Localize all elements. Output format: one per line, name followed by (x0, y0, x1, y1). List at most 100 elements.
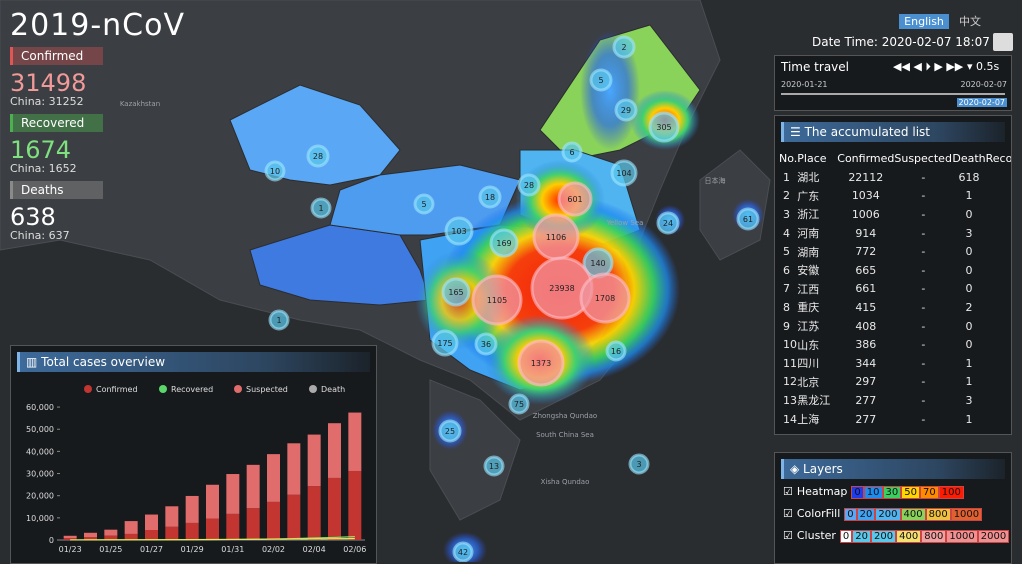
table-cell: 14 (783, 412, 797, 426)
table-row[interactable]: 10 山东 386 - 0 (779, 335, 1011, 354)
cluster (471, 274, 523, 326)
cluster-label: 6 (569, 148, 574, 157)
y-tick-label: 40,000 (26, 447, 54, 456)
layers-panel: ◈ Layers ☑ Heatmap 0 10 30 50 70 100 ☑ ColorFill 0… (774, 452, 1012, 564)
legend-marker (309, 385, 317, 393)
legend-label: Death (321, 385, 345, 394)
cluster-label: 42 (458, 548, 468, 557)
cluster (605, 340, 627, 362)
cluster-label: 1373 (531, 359, 551, 368)
datetime-label: Date Time: (812, 35, 878, 49)
layer-row[interactable]: ☑ Cluster 0 20 200 400 800 1000 2000 (783, 529, 1011, 543)
table-row[interactable]: 8 重庆 415 - 2 (779, 298, 1011, 317)
table-cell: 江西 (797, 282, 820, 296)
column-header: Place (797, 151, 827, 165)
y-tick-label: 30,000 (26, 470, 54, 479)
checkbox: ☑ (783, 529, 793, 542)
table-row[interactable]: 12 北京 297 - 1 (779, 373, 1011, 392)
cluster-label: 2 (621, 43, 626, 52)
table-row[interactable]: 2 广东 1034 - 1 (779, 187, 1011, 206)
table-cell: 386 (855, 338, 877, 352)
refresh-button[interactable] (993, 33, 1013, 51)
legend-step: 100 (938, 486, 964, 499)
table-cell: 344 (855, 356, 877, 370)
cluster-label: 18 (485, 193, 495, 202)
table-cell: 3 (783, 207, 790, 221)
y-tick-label: 50,000 (26, 425, 54, 434)
x-tick-label: 01/27 (140, 545, 163, 554)
stat-china: China: 1652 (10, 162, 77, 175)
table-row[interactable]: 5 湖南 772 - 01 (779, 242, 1011, 261)
legend-step: 800 (925, 508, 951, 521)
cluster (441, 277, 471, 307)
table-cell: 665 (855, 263, 877, 277)
table-cell: 661 (855, 282, 877, 296)
table-cell: 安徽 (797, 264, 820, 278)
legend-step: 30 (882, 486, 902, 499)
table-cell: - (921, 226, 926, 240)
table-row[interactable]: 1 湖北 22112 - 618 8 (779, 168, 1011, 187)
list-table: No.Place ConfirmedSuspectedDeathRecovered… (779, 148, 1011, 428)
table-cell: - (921, 263, 926, 277)
bar-segment (226, 474, 240, 514)
cluster-label: 601 (567, 195, 582, 204)
cluster-label: 175 (437, 339, 452, 348)
bar-segment (185, 495, 199, 523)
x-tick-label: 01/25 (99, 545, 122, 554)
table-row[interactable]: 9 江苏 408 - 0 (779, 317, 1011, 336)
bar-segment (246, 464, 260, 509)
table-cell: 9 (783, 319, 790, 333)
bar-segment (328, 423, 341, 478)
legend-step: 400 (896, 530, 922, 543)
speed[interactable]: ▾ 0.5s (967, 60, 1000, 73)
table-row[interactable]: 13 黑龙江 277 - 3 (779, 391, 1011, 410)
cluster-label: 61 (743, 215, 753, 224)
table-row[interactable]: 7 江西 661 - 0 (779, 280, 1011, 299)
cluster-label: 29 (621, 106, 631, 115)
cluster (489, 228, 519, 258)
cluster-label: 36 (481, 340, 491, 349)
table-cell: 北京 (797, 375, 820, 389)
lang-button[interactable]: English (899, 14, 949, 29)
place-name: 日本海 (705, 176, 726, 185)
cluster (612, 35, 636, 59)
cluster-label: 28 (313, 152, 323, 161)
bar-segment (165, 506, 179, 527)
layer-row[interactable]: ☑ ColorFill 0 20 200 400 800 1000 (783, 507, 1011, 521)
table-cell: 湖南 (797, 245, 820, 259)
table-cell: 1 (965, 356, 973, 370)
layer-row[interactable]: ☑ Heatmap 0 10 30 50 70 100 (783, 485, 1011, 499)
table-cell: 1 (986, 205, 1011, 224)
cluster (310, 197, 332, 219)
time-travel-title: Time travel (781, 60, 849, 74)
chart-title: Total cases overview (41, 355, 166, 369)
cluster-label: 3 (636, 460, 641, 469)
cluster-label: 1 (318, 204, 323, 213)
table-row[interactable]: 4 河南 914 - 3 (779, 224, 1011, 243)
layers-title: Layers (803, 462, 843, 476)
bar-segment (348, 470, 362, 540)
table-cell: - (921, 170, 926, 184)
datetime: Date Time: 2020-02-07 18:07 (812, 35, 990, 49)
cluster (628, 453, 650, 475)
line (70, 537, 355, 541)
cluster-label: 1106 (546, 233, 566, 242)
table-cell: 浙江 (797, 208, 820, 222)
slider-track[interactable] (781, 93, 1005, 95)
bar-segment (185, 522, 199, 540)
table-row[interactable]: 6 安徽 665 - 0 (779, 261, 1011, 280)
place-name: Xisha Qundao (541, 478, 590, 486)
table-cell: - (921, 393, 926, 407)
cluster (656, 211, 680, 235)
play-controls[interactable]: ◀◀ ◀ ⏵ ▶ ▶▶ (893, 60, 964, 73)
table-row[interactable]: 3 浙江 1006 - 01 (779, 205, 1011, 224)
table-cell: - (921, 282, 926, 296)
lang-button[interactable]: 中文 (959, 15, 981, 28)
table-row[interactable]: 14 上海 277 - 1 (779, 410, 1011, 429)
column-header: Death (952, 151, 986, 165)
x-tick-label: 01/31 (221, 545, 244, 554)
table-row[interactable]: 11 四川 344 - 1 (779, 354, 1011, 373)
cluster-label: 23938 (549, 284, 574, 293)
